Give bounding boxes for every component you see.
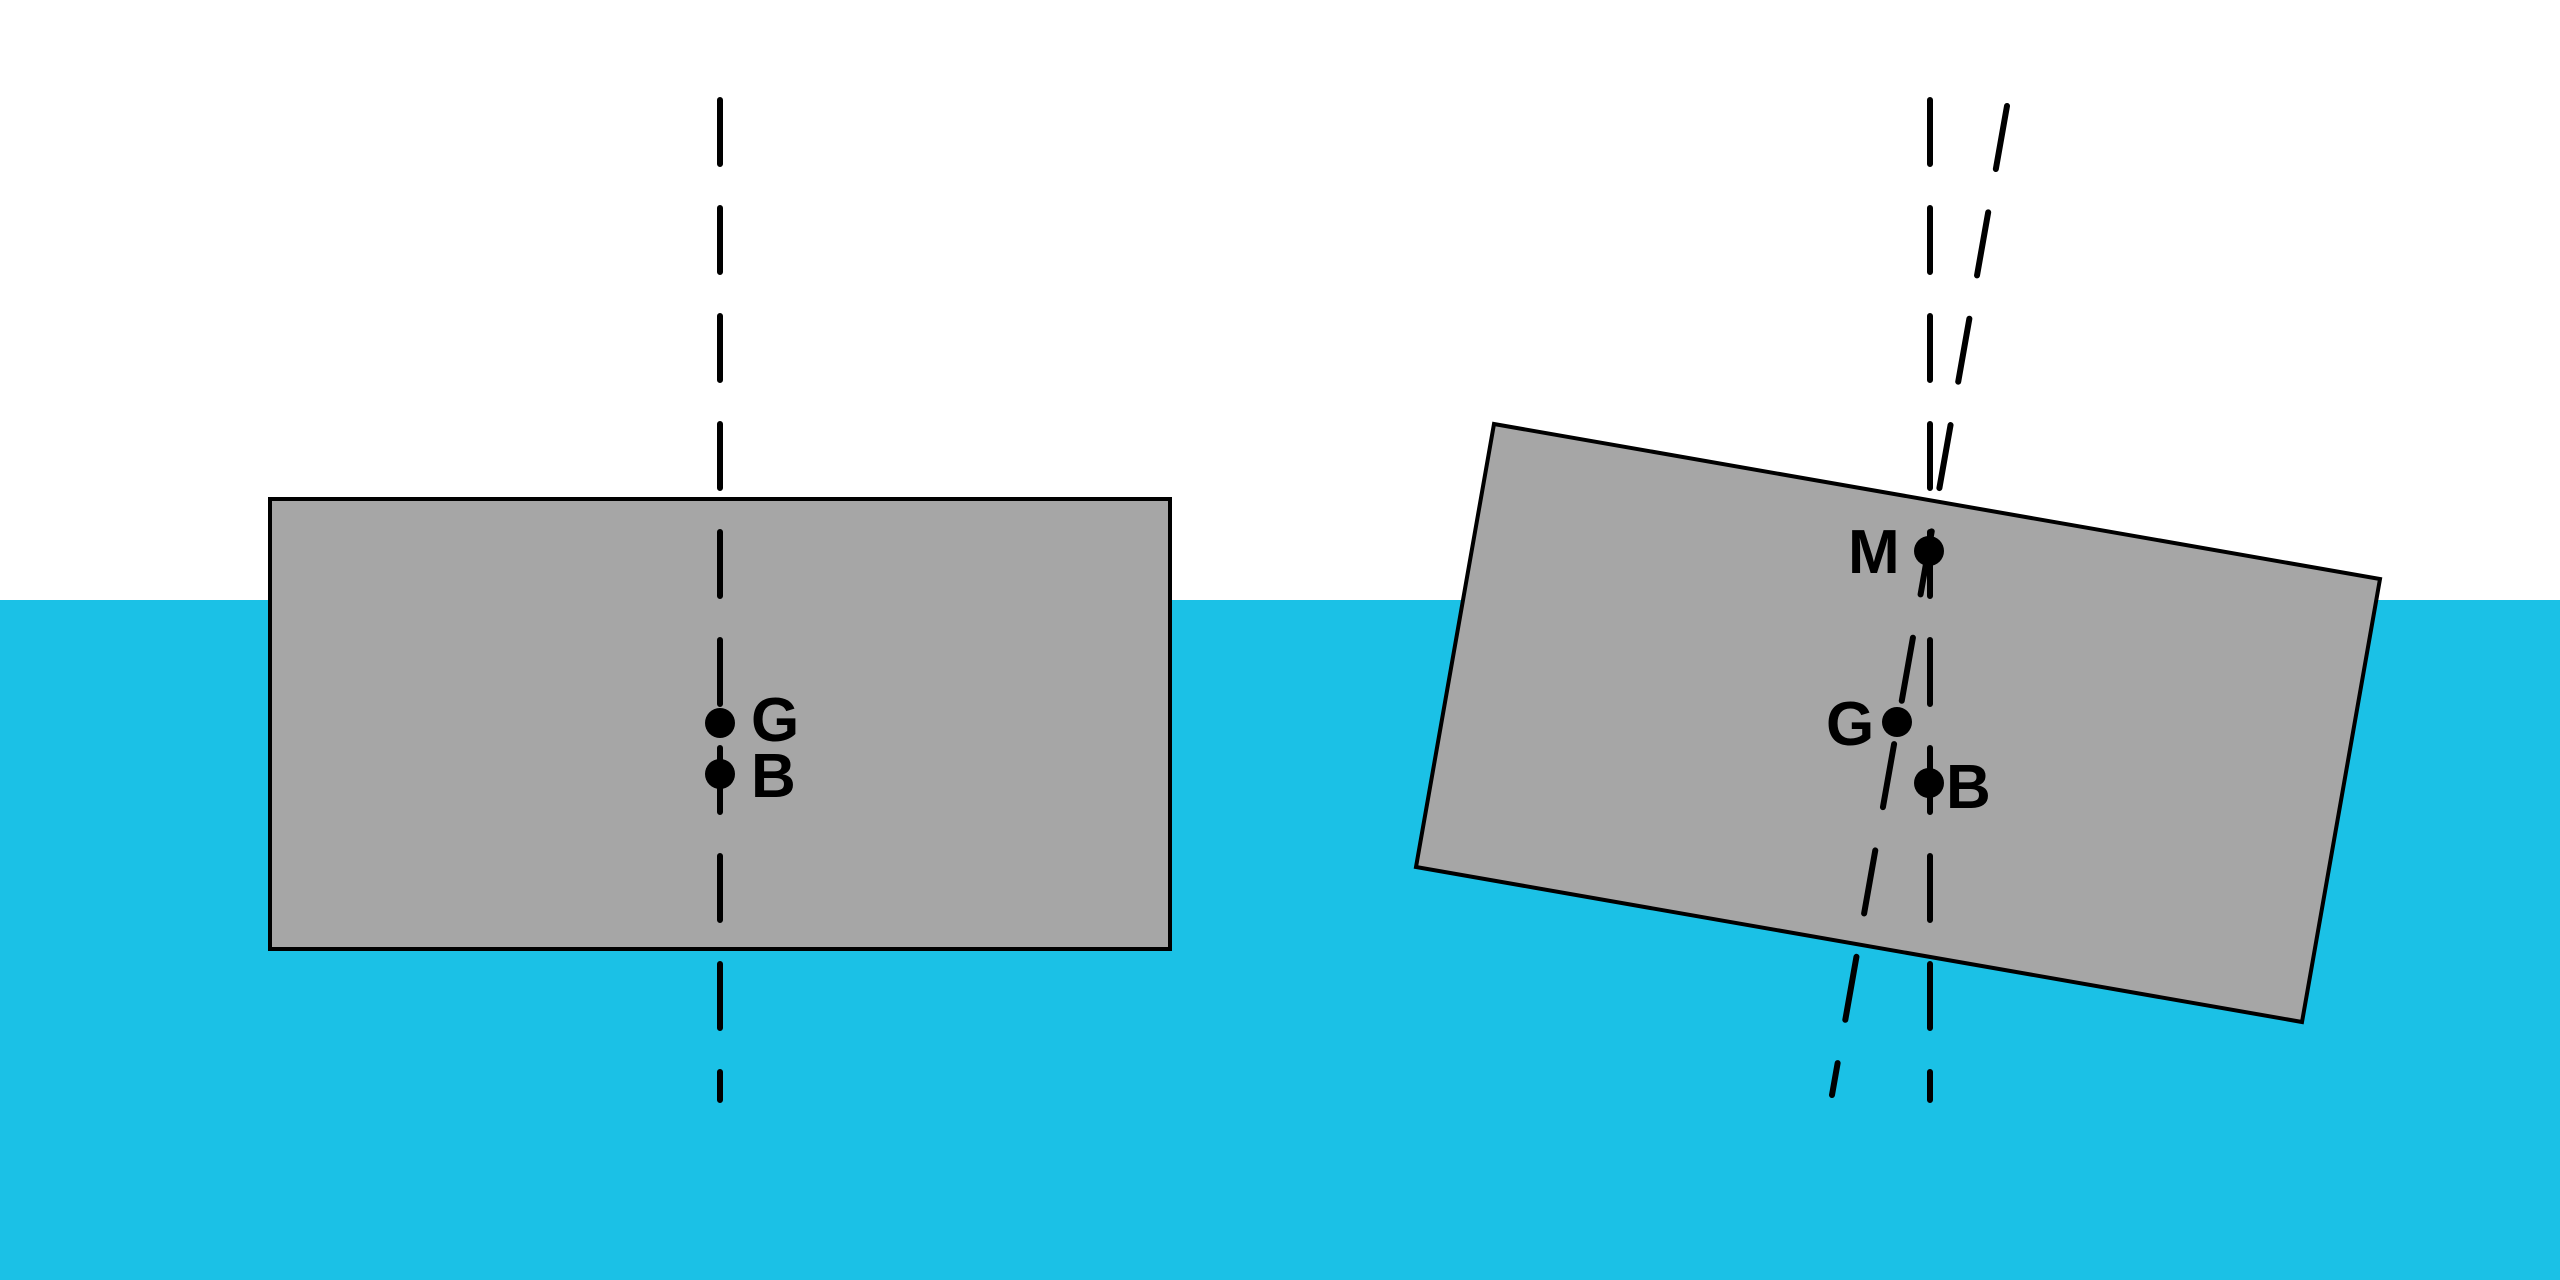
upright-b-point [705,759,735,789]
heeled-g-label: G [1826,690,1874,759]
heeled-g-point [1882,707,1912,737]
upright-body-group: G B [268,97,1172,1103]
heeled-b-label: B [1946,753,1991,822]
metacentre-m-point [1914,536,1944,566]
heeled-b-point [1914,768,1944,798]
upright-g-point [705,708,735,738]
heeled-body-group: M G B [1413,97,2383,1103]
heeled-tilted-axis [1829,103,2010,1098]
upright-g-label: G [751,686,799,755]
upright-b-label: B [751,742,796,811]
metacentre-m-label: M [1848,518,1900,587]
